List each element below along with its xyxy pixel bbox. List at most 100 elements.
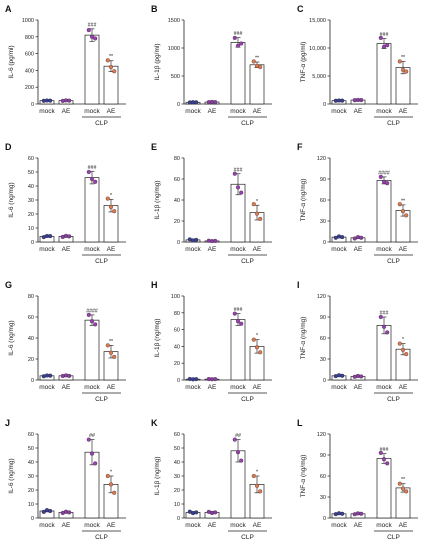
significance-label: * [110,193,112,199]
panel-c: C TNF-α (pg/ml) 0 5,000 10,000 15,000 mock AE ##… [297,4,418,127]
category-label: mock [39,246,55,253]
panel-l: L TNF-α (ng/mg) 0 30 60 90 120 mock AE ### mock ** A… [297,418,418,541]
data-point [359,374,364,379]
y-tick-label: 30 [28,198,34,204]
y-tick-label: 80 [174,156,180,162]
data-point [254,483,260,488]
significance-label: ### [380,447,389,453]
category-label: mock [84,384,100,391]
category-label: mock [185,522,201,529]
y-tick-label: 15,000 [309,18,326,24]
significance-label: * [256,470,258,476]
category-label: mock [230,522,246,529]
category-label: mock [185,384,201,391]
y-tick-label: 100 [171,294,180,300]
data-point [340,511,345,516]
data-point [105,196,110,201]
data-point [93,179,98,184]
y-tick-label: 5,000 [312,74,326,80]
category-label: AE [253,108,262,115]
y-tick-label: 50 [28,446,34,452]
data-point [251,59,256,64]
panel-e: E IL-1β (ng/mg) 0 20 40 60 80 mock AE ### mock * AE C… [151,142,272,265]
y-tick-label: 30 [320,357,326,363]
bar [84,34,100,105]
y-tick-label: 10 [28,502,34,508]
data-point [67,98,72,103]
significance-label: #### [86,308,98,314]
panel-f: F TNF-α (ng/mg) 0 30 60 90 120 mock AE #### mock **… [297,142,418,265]
significance-label: ### [380,311,389,317]
significance-label: ## [235,433,241,439]
significance-label: ** [401,198,405,204]
category-label: AE [208,108,217,115]
panel-letter: B [151,4,158,14]
y-tick-label: 400 [25,68,34,74]
category-label: AE [107,522,116,529]
data-point [48,98,53,103]
clp-label: CLP [241,534,254,541]
category-label: mock [376,108,392,115]
panel-letter: D [5,142,12,152]
panel-letter: K [151,418,158,428]
data-point [48,234,53,239]
y-tick-label: 120 [317,432,326,438]
y-tick-label: 20 [174,488,180,494]
data-point [194,377,199,382]
data-point [381,44,387,49]
data-point [340,235,345,240]
clp-label: CLP [387,258,400,265]
y-axis-label: IL-1β (ng/mg) [154,456,161,495]
data-point [213,377,218,382]
y-tick-label: 0 [323,240,326,246]
clp-label: CLP [95,534,108,541]
y-tick-label: 40 [28,460,34,466]
data-point [112,354,117,359]
data-point [254,345,260,350]
panel-d: D IL-6 (ng/mg) 0 10 20 30 40 50 60 mock AE ### mock *… [5,142,126,265]
y-tick-label: 0 [31,102,34,108]
category-label: mock [39,108,55,115]
data-point [385,43,390,48]
data-point [400,486,406,491]
y-tick-label: 50 [174,446,180,452]
panel-h: H IL-1β (ng/mg) 0 20 40 60 80 100 mock AE ### mock *… [151,280,272,403]
data-point [378,314,383,320]
category-label: mock [230,384,246,391]
data-point [359,98,364,103]
panel-b: B IL-1β (pg/ml) 0 500 1000 1500 mock AE ### mock *… [151,4,272,127]
data-point [67,510,72,515]
data-point [105,343,110,348]
significance-label: ** [401,477,405,483]
y-tick-label: 1000 [22,18,34,24]
category-label: AE [354,108,363,115]
data-point [404,489,409,494]
data-point [397,59,402,64]
panel-letter: G [5,280,12,290]
category-label: AE [354,522,363,529]
data-point [86,437,91,442]
clp-label: CLP [241,396,254,403]
y-tick-label: 0 [31,378,34,384]
category-label: mock [331,246,347,253]
y-axis-label: TNF-α (ng/mg) [300,317,307,360]
y-axis-label: IL-6 (pg/ml) [8,45,15,78]
y-tick-label: 0 [177,378,180,384]
category-label: AE [253,384,262,391]
data-point [235,43,241,48]
data-point [105,473,110,479]
data-point [340,98,345,103]
y-tick-label: 80 [174,311,180,317]
data-point [239,190,244,195]
category-label: AE [208,246,217,253]
data-point [251,473,256,479]
data-point [359,235,364,240]
data-point [67,373,72,378]
panel-letter: L [297,418,303,428]
y-tick-label: 30 [320,495,326,501]
data-point [378,450,383,455]
data-point [41,509,46,514]
bar [249,64,265,105]
y-tick-label: 800 [25,35,34,41]
